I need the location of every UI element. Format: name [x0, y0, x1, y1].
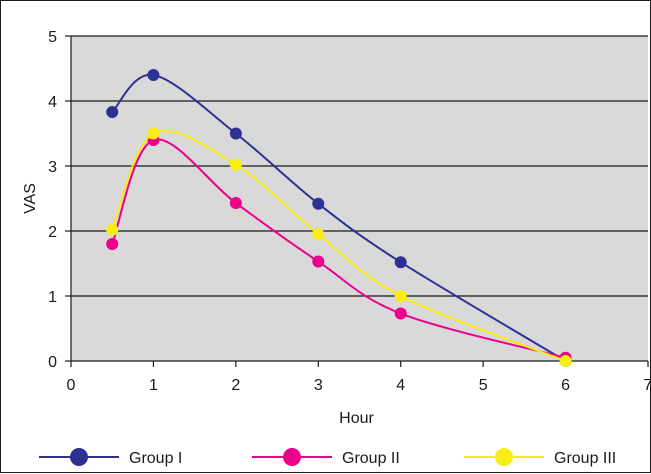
gridlines — [71, 35, 648, 297]
legend-label: Group III — [554, 450, 616, 467]
data-point — [394, 307, 407, 320]
data-point — [147, 127, 160, 140]
y-tick-label: 2 — [48, 224, 57, 241]
legend-label: Group II — [342, 450, 400, 467]
data-point — [312, 255, 325, 268]
data-point — [229, 158, 242, 171]
legend-marker — [495, 448, 513, 466]
y-tick-label: 3 — [48, 159, 57, 176]
x-tick-label: 5 — [479, 377, 488, 394]
data-point — [312, 197, 325, 210]
x-tick-label: 1 — [149, 377, 158, 394]
data-point — [229, 127, 242, 140]
x-tick-label: 0 — [67, 377, 76, 394]
legend: Group I Group II Group III — [39, 448, 616, 467]
data-point — [394, 290, 407, 302]
x-tick-label: 4 — [396, 377, 405, 394]
data-point — [106, 106, 119, 119]
y-tick-label: 5 — [48, 29, 57, 46]
y-tick-label: 0 — [48, 354, 57, 371]
series-line — [111, 138, 566, 359]
x-axis-label: Hour — [339, 410, 374, 427]
series-layer — [106, 69, 572, 367]
legend-marker — [70, 448, 88, 466]
x-tick-label: 6 — [561, 377, 570, 394]
legend-item-3: Group III — [464, 448, 616, 467]
data-point — [312, 228, 325, 241]
data-point — [559, 355, 572, 367]
legend-item-1: Group I — [39, 448, 182, 467]
series-2 — [106, 134, 572, 364]
data-point — [106, 238, 119, 250]
legend-marker — [283, 448, 301, 466]
y-axis-label: VAS — [22, 183, 39, 214]
x-tick-label: 7 — [644, 377, 651, 394]
axes: 0 1 2 3 4 5 0 1 2 3 4 5 6 7 — [48, 29, 651, 394]
legend-item-2: Group II — [252, 448, 400, 467]
y-tick-label: 1 — [48, 289, 57, 306]
data-point — [147, 69, 160, 81]
legend-label: Group I — [129, 450, 182, 467]
x-tick-label: 3 — [314, 377, 323, 394]
y-tick-label: 4 — [48, 94, 57, 111]
data-point — [106, 223, 119, 236]
data-point — [394, 256, 407, 269]
series-3 — [106, 127, 572, 367]
data-point — [229, 197, 242, 210]
plot-area — [71, 36, 648, 361]
x-tick-label: 2 — [231, 377, 240, 394]
